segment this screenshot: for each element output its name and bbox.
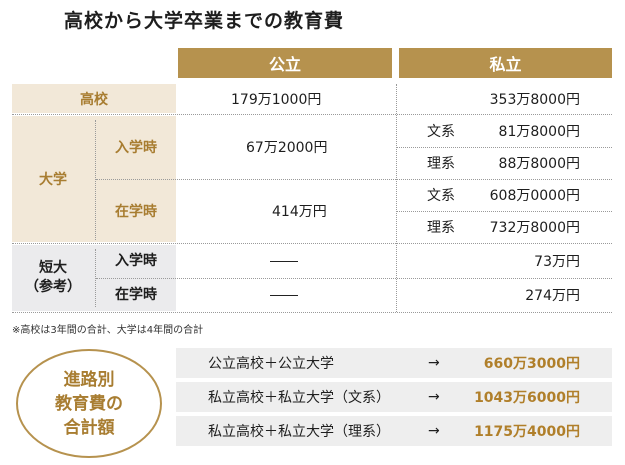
univ-enrolled-private-field-1: 文系 <box>427 188 455 204</box>
univ-enrolled-private-field-2: 理系 <box>427 220 455 236</box>
header-public: 公立 <box>178 48 392 78</box>
junior-college-inner-divider <box>95 249 96 307</box>
row-label-university: 大学 <box>39 172 67 188</box>
junior-college-label-line1: 短大 <box>39 260 67 276</box>
total-arrow-3: → <box>428 423 440 439</box>
junior-college-label-line2: （参考） <box>25 279 81 295</box>
high-school-public-value: 179万1000円 <box>231 91 322 108</box>
row-divider <box>396 147 612 148</box>
row-label-high-school: 高校 <box>12 84 176 113</box>
university-admission-label: 入学時 <box>115 140 157 156</box>
high-school-private-value: 353万8000円 <box>489 91 580 108</box>
totals-badge: 進路別 教育費の 合計額 <box>16 349 162 458</box>
total-amount-1: 660万3000円 <box>483 356 580 372</box>
total-arrow-1: → <box>428 355 440 371</box>
university-admission-public-value: 67万2000円 <box>246 140 328 156</box>
univ-admission-private-amount-1: 81万8000円 <box>498 124 580 140</box>
total-row-2-bg <box>176 382 612 412</box>
univ-admission-private-amount-2: 88万8000円 <box>498 156 580 172</box>
univ-enrolled-private-amount-1: 608万0000円 <box>489 188 580 204</box>
university-enrolled-public-value: 414万円 <box>272 204 327 220</box>
total-amount-3: 1175万4000円 <box>474 424 580 440</box>
row-divider <box>12 114 612 115</box>
total-row-3-bg <box>176 416 612 446</box>
row-divider <box>96 179 612 180</box>
total-amount-2: 1043万6000円 <box>474 390 580 406</box>
public-private-divider <box>396 84 397 312</box>
junior-college-admission-private-value: 73万円 <box>534 254 580 270</box>
junior-college-enrolled-private-value: 274万円 <box>525 288 580 304</box>
university-enrolled-label: 在学時 <box>115 204 157 220</box>
row-label-junior-college: 短大 （参考） <box>12 245 94 311</box>
univ-enrolled-private-amount-2: 732万8000円 <box>489 220 580 236</box>
total-route-3: 私立高校＋私立大学（理系） <box>208 424 390 440</box>
univ-admission-private-field-2: 理系 <box>427 156 455 172</box>
badge-line-3: 合計額 <box>63 417 115 438</box>
junior-college-enrolled-public-dash <box>270 295 298 296</box>
row-divider <box>96 278 612 279</box>
footnote: ※高校は3年間の合計、大学は4年間の合計 <box>12 325 204 336</box>
junior-college-admission-public-dash <box>270 261 298 262</box>
badge-line-2: 教育費の <box>55 393 123 414</box>
total-route-1: 公立高校＋公立大学 <box>208 356 334 372</box>
row-divider <box>12 243 612 244</box>
univ-admission-private-field-1: 文系 <box>427 124 455 140</box>
junior-college-admission-label: 入学時 <box>115 252 157 269</box>
university-inner-divider <box>95 120 96 240</box>
total-row-1-bg <box>176 348 612 378</box>
total-route-2: 私立高校＋私立大学（文系） <box>208 390 390 406</box>
header-private: 私立 <box>399 48 612 78</box>
total-arrow-2: → <box>428 389 440 405</box>
junior-college-enrolled-label: 在学時 <box>115 286 157 303</box>
badge-line-1: 進路別 <box>63 369 115 390</box>
row-divider <box>12 312 612 313</box>
row-divider <box>396 211 612 212</box>
page-title: 高校から大学卒業までの教育費 <box>64 10 345 32</box>
